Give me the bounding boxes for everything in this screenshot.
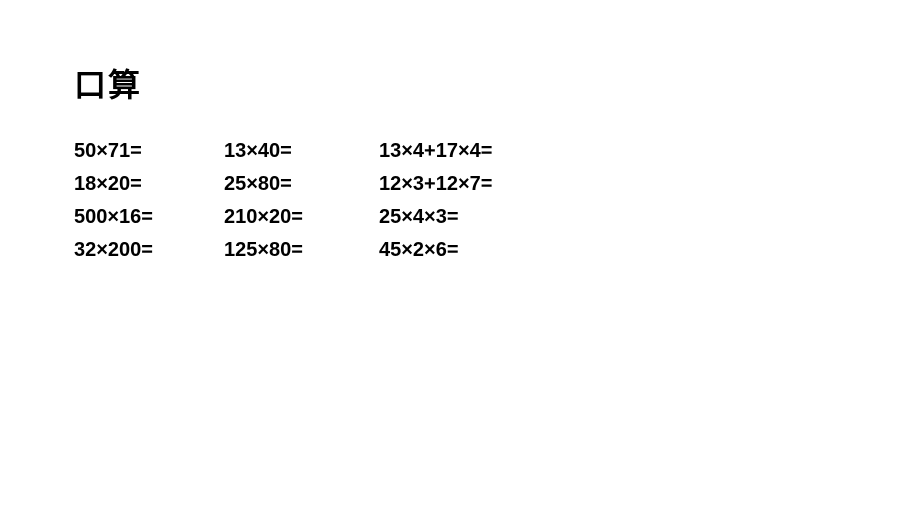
problem-cell: 210×20= [224, 206, 379, 229]
page-title: 口算 [74, 60, 142, 106]
problem-cell: 25×4×3= [379, 206, 579, 229]
problem-cell: 13×40= [224, 140, 379, 163]
problem-cell: 45×2×6= [379, 239, 579, 262]
problem-row: 500×16= 210×20= 25×4×3= [74, 206, 579, 229]
problem-cell: 50×71= [74, 140, 224, 163]
problem-cell: 25×80= [224, 173, 379, 196]
problem-row: 32×200= 125×80= 45×2×6= [74, 239, 579, 262]
problem-cell: 32×200= [74, 239, 224, 262]
problem-cell: 13×4+17×4= [379, 140, 579, 163]
problem-cell: 500×16= [74, 206, 224, 229]
problem-cell: 125×80= [224, 239, 379, 262]
problems-grid: 50×71= 13×40= 13×4+17×4= 18×20= 25×80= 1… [74, 140, 579, 272]
problem-cell: 18×20= [74, 173, 224, 196]
problem-row: 50×71= 13×40= 13×4+17×4= [74, 140, 579, 163]
problem-cell: 12×3+12×7= [379, 173, 579, 196]
problem-row: 18×20= 25×80= 12×3+12×7= [74, 173, 579, 196]
